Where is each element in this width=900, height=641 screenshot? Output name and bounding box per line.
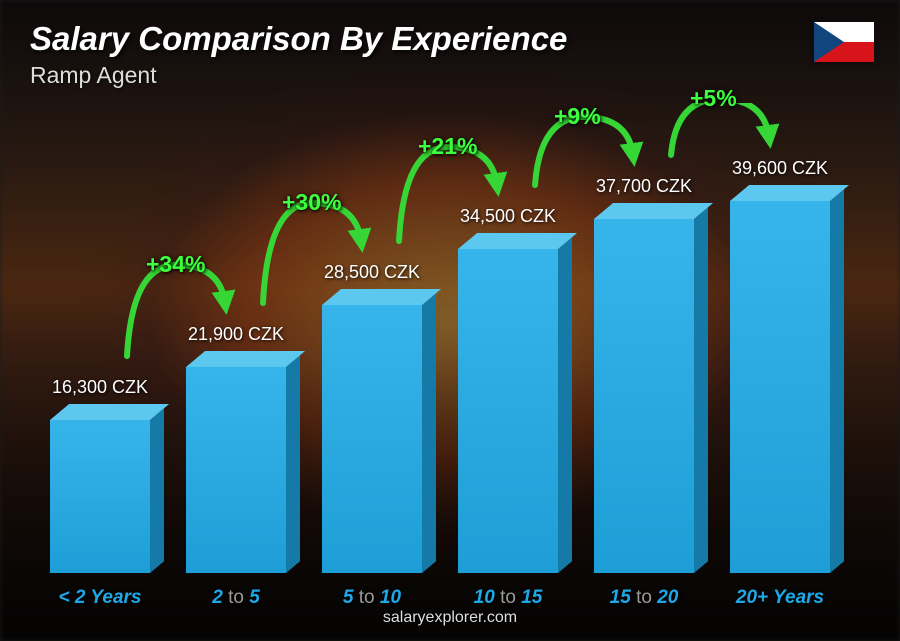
bar-top-face xyxy=(594,203,713,219)
bar-category-label: 20+ Years xyxy=(710,587,850,609)
footer-credit: salaryexplorer.com xyxy=(0,609,900,627)
bar-front xyxy=(594,219,694,573)
bar-value-label: 39,600 CZK xyxy=(710,158,850,179)
bar-front xyxy=(50,420,150,573)
bar-side-face xyxy=(558,237,572,573)
bar-value-label: 28,500 CZK xyxy=(302,262,442,283)
increment-percent-label: +21% xyxy=(418,133,477,160)
bar xyxy=(730,201,830,573)
bar-side-face xyxy=(422,293,436,573)
bar-category-label: 10 to 15 xyxy=(438,587,578,609)
bar-front xyxy=(186,367,286,573)
bar xyxy=(322,305,422,573)
czech-flag-icon xyxy=(813,22,875,62)
chart-container: Salary Comparison By Experience Ramp Age… xyxy=(0,0,900,641)
bar xyxy=(458,249,558,573)
bar-front xyxy=(730,201,830,573)
bar-front xyxy=(322,305,422,573)
bar-top-face xyxy=(186,351,305,367)
increment-percent-label: +5% xyxy=(690,85,737,112)
bar-category-label: 5 to 10 xyxy=(302,587,442,609)
bar xyxy=(186,367,286,573)
bar-side-face xyxy=(286,355,300,573)
bar-value-label: 37,700 CZK xyxy=(574,176,714,197)
bar-front xyxy=(458,249,558,573)
bar-top-face xyxy=(458,233,577,249)
bar-top-face xyxy=(50,404,169,420)
chart-title: Salary Comparison By Experience xyxy=(30,20,567,58)
bar-value-label: 16,300 CZK xyxy=(30,377,170,398)
bar-top-face xyxy=(322,289,441,305)
bar xyxy=(594,219,694,573)
bar-side-face xyxy=(150,408,164,573)
chart-subtitle: Ramp Agent xyxy=(30,62,157,89)
bar-side-face xyxy=(694,207,708,573)
bar-value-label: 34,500 CZK xyxy=(438,206,578,227)
bar-value-label: 21,900 CZK xyxy=(166,324,306,345)
increment-percent-label: +30% xyxy=(282,189,341,216)
bar-top-face xyxy=(730,185,849,201)
bar-category-label: 2 to 5 xyxy=(166,587,306,609)
bar-category-label: 15 to 20 xyxy=(574,587,714,609)
bar-category-label: < 2 Years xyxy=(30,587,170,609)
increment-percent-label: +34% xyxy=(146,251,205,278)
bar-chart: 16,300 CZK< 2 Years21,900 CZK2 to 528,50… xyxy=(40,103,860,573)
increment-arrow xyxy=(263,203,361,303)
bar-side-face xyxy=(830,189,844,573)
bar xyxy=(50,420,150,573)
increment-percent-label: +9% xyxy=(554,103,601,130)
